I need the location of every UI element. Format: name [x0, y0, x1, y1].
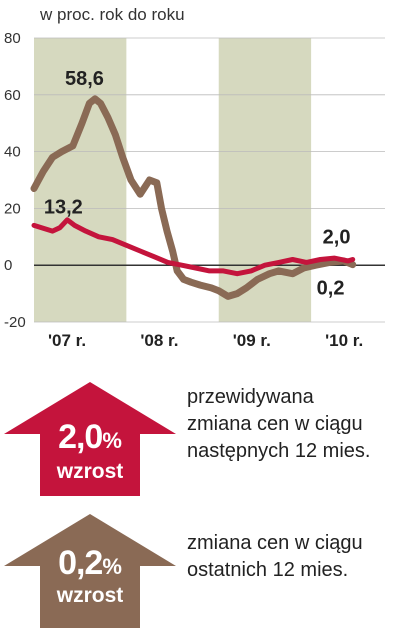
y-tick-label: 0 [4, 257, 12, 274]
data-label: 2,0 [323, 227, 351, 249]
forecast-word: wzrost [56, 460, 124, 483]
x-tick-label: '10 r. [325, 331, 363, 350]
series-line-red [31, 217, 356, 277]
past-description: zmiana cen w ciągu ostatnich 12 mies. [187, 530, 363, 584]
unit-label: w proc. rok do roku [39, 5, 185, 24]
y-tick-label: 40 [4, 144, 21, 161]
data-label: 13,2 [44, 197, 83, 219]
data-label: 58,6 [65, 68, 104, 90]
forecast-number: 2,0 [58, 418, 103, 456]
legend-past: 0,2% wzrost zmiana cen w ciągu ostatnich… [0, 512, 403, 632]
up-arrow-brown [4, 514, 176, 628]
past-percent-sign: % [102, 554, 122, 579]
x-tick-label: '07 r. [48, 331, 86, 350]
legend-forecast: 2,0% wzrost przewidywana zmiana cen w ci… [0, 380, 403, 500]
series-line-brown [30, 95, 357, 300]
forecast-desc-line2: zmiana cen w ciągu [187, 413, 363, 435]
forecast-description: przewidywana zmiana cen w ciągu następny… [187, 384, 370, 465]
inflation-line-chart: 80 60 40 20 0 -20 '07 r. '08 r. '09 r. '10 r. 58… [4, 5, 385, 350]
data-label: 0,2 [317, 278, 345, 300]
data-labels: 58,6 13,2 2,0 0,2 [44, 68, 351, 300]
x-axis-ticks: '07 r. '08 r. '09 r. '10 r. [48, 331, 363, 350]
up-arrow-red [4, 382, 176, 496]
x-tick-label: '08 r. [140, 331, 178, 350]
forecast-desc-line1: przewidywana [187, 386, 314, 408]
y-tick-label: 20 [4, 200, 21, 217]
forecast-desc-line3: następnych 12 mies. [187, 440, 371, 462]
y-tick-label: 60 [4, 87, 21, 104]
x-tick-label: '09 r. [233, 331, 271, 350]
forecast-percent-sign: % [102, 428, 122, 453]
y-tick-label: -20 [4, 314, 26, 331]
forecast-value: 2,0% [40, 418, 140, 457]
past-value: 0,2% [40, 544, 140, 583]
past-number: 0,2 [58, 544, 103, 582]
past-desc-line2: ostatnich 12 mies. [187, 559, 349, 581]
past-desc-line1: zmiana cen w ciągu [187, 532, 363, 554]
y-axis-ticks: 80 60 40 20 0 -20 [4, 30, 26, 331]
year-band [34, 38, 127, 322]
past-word: wzrost [56, 584, 124, 607]
series-lines [30, 95, 357, 300]
y-tick-label: 80 [4, 30, 21, 47]
year-bands [34, 38, 312, 322]
